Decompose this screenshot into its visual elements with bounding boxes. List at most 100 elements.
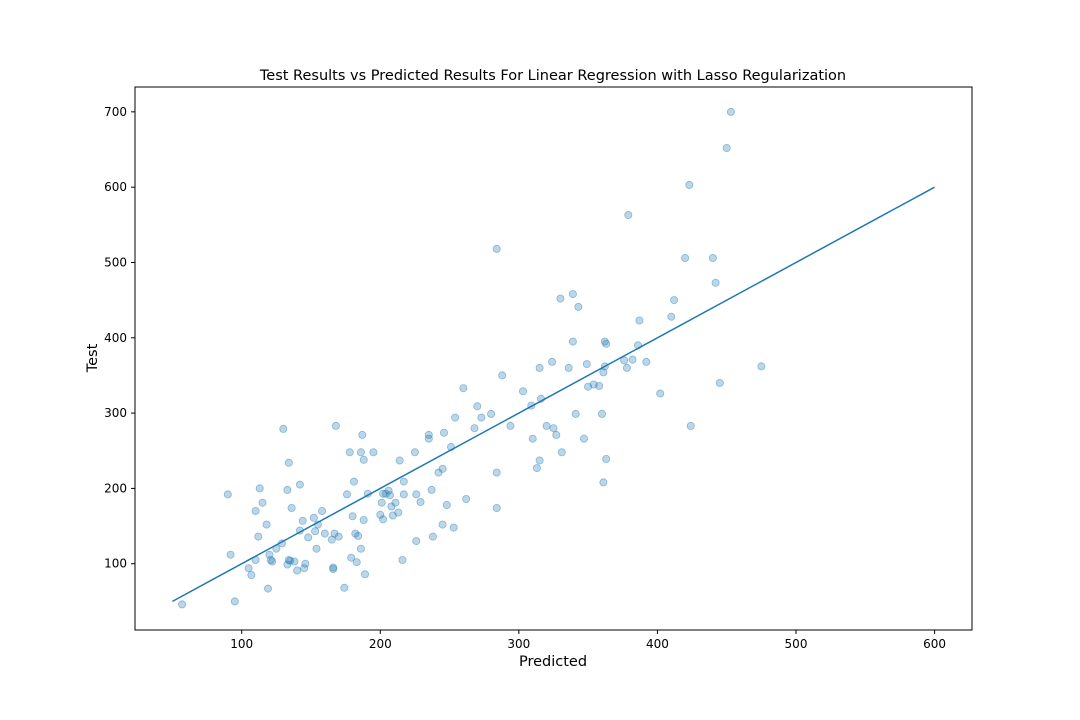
scatter-point [295, 480, 304, 489]
scatter-point [410, 448, 419, 457]
scatter-point [535, 456, 544, 465]
scatter-point [381, 489, 390, 498]
scatter-point [377, 498, 386, 507]
scatter-point [360, 570, 369, 579]
scatter-point [369, 448, 378, 457]
scatter-point [622, 363, 631, 372]
scatter-point [327, 535, 336, 544]
scatter-point [681, 253, 690, 262]
reference-line [172, 186, 935, 603]
scatter-point [387, 502, 396, 511]
scatter-point [568, 337, 577, 346]
y-tick-label: 400 [104, 331, 127, 345]
scatter-point [304, 533, 313, 542]
y-axis: 100 200 300 400 500 600 700 [104, 105, 135, 571]
scatter-point [686, 421, 695, 430]
scatter-point [412, 490, 421, 499]
scatter-point [568, 290, 577, 299]
scatter-point [548, 357, 557, 366]
scatter-point [391, 498, 400, 507]
scatter-point [599, 478, 608, 487]
scatter-point [318, 506, 327, 515]
scatter-point [244, 564, 253, 573]
scatter-point [379, 489, 388, 498]
scatter-point [320, 529, 329, 538]
scatter-point [595, 381, 604, 390]
scatter-point [462, 494, 471, 503]
scatter-point [599, 368, 608, 377]
scatter-point [376, 510, 385, 519]
scatter-point [722, 143, 731, 152]
scatter-point [263, 584, 272, 593]
scatter-point [300, 564, 309, 573]
scatter-point [290, 557, 299, 566]
plot-marks [172, 107, 935, 609]
scatter-point [492, 244, 501, 253]
scatter-point [438, 520, 447, 529]
scatter-point [477, 413, 486, 422]
scatter-point [532, 464, 541, 473]
scatter-point [424, 430, 433, 439]
scatter-point [311, 527, 320, 536]
scatter-point [711, 278, 720, 287]
scatter-point [178, 600, 187, 609]
scatter-point [268, 557, 277, 566]
scatter-point [358, 430, 367, 439]
scatter-point [334, 532, 343, 541]
scatter-point [434, 468, 443, 477]
scatter-point [656, 389, 665, 398]
scatter-point [542, 421, 551, 430]
scatter-point [385, 491, 394, 500]
scatter-point [262, 520, 271, 529]
scatter-point [359, 455, 368, 464]
scatter-point [347, 553, 356, 562]
scatter-point [451, 413, 460, 422]
scatter-point [301, 559, 310, 568]
scatter-point [506, 421, 515, 430]
scatter-point [635, 316, 644, 325]
y-tick-label: 500 [104, 255, 127, 269]
x-tick-label: 200 [369, 637, 392, 651]
scatter-point [439, 428, 448, 437]
scatter-point [552, 430, 561, 439]
scatter-point [309, 513, 318, 522]
x-tick-label: 500 [785, 637, 808, 651]
scatter-point [549, 424, 558, 433]
scatter-point [598, 409, 607, 418]
scatter-point [470, 424, 479, 433]
scatter-point [620, 356, 629, 365]
scatter-point [412, 537, 421, 546]
scatter-point [330, 529, 339, 538]
scatter-point [487, 409, 496, 418]
x-tick-label: 100 [230, 637, 253, 651]
scatter-point [685, 180, 694, 189]
scatter-point [342, 490, 351, 499]
scatter-point [312, 544, 321, 553]
y-tick-label: 700 [104, 105, 127, 119]
scatter-point [757, 362, 766, 371]
scatter-point [398, 556, 407, 565]
scatter-point [349, 477, 358, 486]
scatter-point [395, 456, 404, 465]
scatter-point [352, 558, 361, 567]
scatter-point [287, 503, 296, 512]
scatter-point [492, 468, 501, 477]
x-axis: 100 200 300 400 500 600 [230, 630, 946, 651]
scatter-point [564, 363, 573, 372]
scatter-point [258, 498, 267, 507]
scatter-point [449, 523, 458, 532]
x-tick-label: 300 [507, 637, 530, 651]
scatter-point [715, 378, 724, 387]
scatter-point [571, 409, 580, 418]
scatter-point [223, 490, 232, 499]
scatter-point [416, 497, 425, 506]
scatter-point [602, 454, 611, 463]
y-tick-label: 200 [104, 481, 127, 495]
scatter-point [379, 515, 388, 524]
x-axis-label: Predicted [519, 654, 587, 670]
scatter-point [286, 556, 295, 565]
scatter-point [535, 363, 544, 372]
scatter-point [438, 464, 447, 473]
scatter-point [284, 556, 293, 565]
scatter-point [351, 529, 360, 538]
